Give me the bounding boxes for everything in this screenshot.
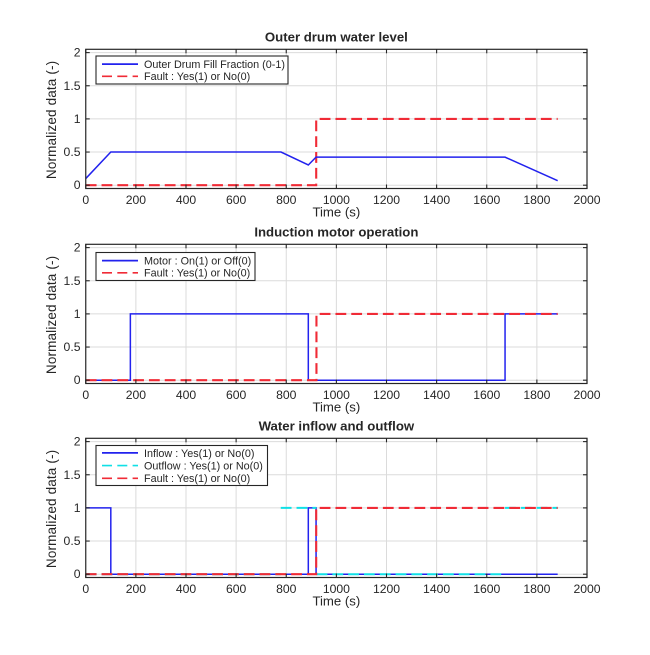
svg-text:400: 400	[176, 193, 197, 207]
svg-text:1200: 1200	[373, 388, 400, 402]
svg-text:Inflow : Yes(1) or No(0): Inflow : Yes(1) or No(0)	[144, 448, 254, 460]
svg-text:0.5: 0.5	[64, 145, 81, 159]
svg-text:1400: 1400	[423, 193, 450, 207]
svg-text:Normalized data (-): Normalized data (-)	[44, 256, 59, 374]
svg-text:200: 200	[126, 388, 147, 402]
svg-text:0.5: 0.5	[64, 534, 81, 548]
svg-text:0: 0	[82, 388, 89, 402]
svg-text:1: 1	[74, 501, 81, 515]
svg-text:200: 200	[126, 193, 147, 207]
svg-text:0: 0	[74, 567, 81, 581]
svg-text:Water inflow and outflow: Water inflow and outflow	[259, 419, 415, 434]
svg-text:Outer Drum Fill Fraction (0-1): Outer Drum Fill Fraction (0-1)	[144, 59, 285, 71]
svg-text:0: 0	[82, 582, 89, 596]
svg-text:1.5: 1.5	[64, 79, 81, 93]
svg-text:0.5: 0.5	[64, 340, 81, 354]
svg-text:1: 1	[74, 307, 81, 321]
svg-text:0: 0	[74, 178, 81, 192]
svg-text:1200: 1200	[373, 193, 400, 207]
svg-text:1600: 1600	[473, 582, 500, 596]
svg-text:2: 2	[74, 46, 81, 60]
svg-text:1800: 1800	[523, 582, 550, 596]
svg-text:1600: 1600	[473, 388, 500, 402]
svg-text:2000: 2000	[573, 388, 600, 402]
svg-text:Fault : Yes(1) or No(0): Fault : Yes(1) or No(0)	[144, 473, 250, 485]
svg-text:1400: 1400	[423, 388, 450, 402]
svg-text:400: 400	[176, 582, 197, 596]
svg-text:2000: 2000	[573, 193, 600, 207]
svg-text:1: 1	[74, 112, 81, 126]
svg-text:Motor : On(1) or Off(0): Motor : On(1) or Off(0)	[144, 256, 251, 268]
svg-text:800: 800	[276, 582, 297, 596]
svg-text:Time (s): Time (s)	[312, 594, 360, 609]
svg-text:1.5: 1.5	[64, 468, 81, 482]
svg-text:Outer drum water level: Outer drum water level	[265, 30, 408, 45]
svg-text:200: 200	[126, 582, 147, 596]
svg-text:Induction motor operation: Induction motor operation	[254, 225, 418, 240]
svg-text:Outflow : Yes(1) or No(0): Outflow : Yes(1) or No(0)	[144, 461, 263, 473]
svg-text:1000: 1000	[323, 582, 350, 596]
svg-text:Normalized data (-): Normalized data (-)	[44, 61, 59, 179]
svg-text:2: 2	[74, 435, 81, 449]
svg-text:1800: 1800	[523, 193, 550, 207]
svg-text:400: 400	[176, 388, 197, 402]
svg-text:Time (s): Time (s)	[312, 205, 360, 220]
svg-text:Time (s): Time (s)	[312, 400, 360, 415]
svg-text:800: 800	[276, 193, 297, 207]
svg-text:1800: 1800	[523, 388, 550, 402]
svg-text:600: 600	[226, 193, 247, 207]
svg-text:1000: 1000	[323, 193, 350, 207]
svg-text:0: 0	[82, 193, 89, 207]
svg-text:Normalized data (-): Normalized data (-)	[44, 450, 59, 568]
svg-text:0: 0	[74, 373, 81, 387]
svg-text:1000: 1000	[323, 388, 350, 402]
svg-text:Fault : Yes(1) or No(0): Fault : Yes(1) or No(0)	[144, 268, 250, 280]
svg-text:600: 600	[226, 388, 247, 402]
svg-text:1600: 1600	[473, 193, 500, 207]
svg-text:2: 2	[74, 241, 81, 255]
svg-text:600: 600	[226, 582, 247, 596]
svg-text:2000: 2000	[573, 582, 600, 596]
svg-text:Fault : Yes(1) or No(0): Fault : Yes(1) or No(0)	[144, 71, 250, 83]
svg-text:1400: 1400	[423, 582, 450, 596]
svg-text:800: 800	[276, 388, 297, 402]
svg-text:1200: 1200	[373, 582, 400, 596]
svg-text:1.5: 1.5	[64, 274, 81, 288]
